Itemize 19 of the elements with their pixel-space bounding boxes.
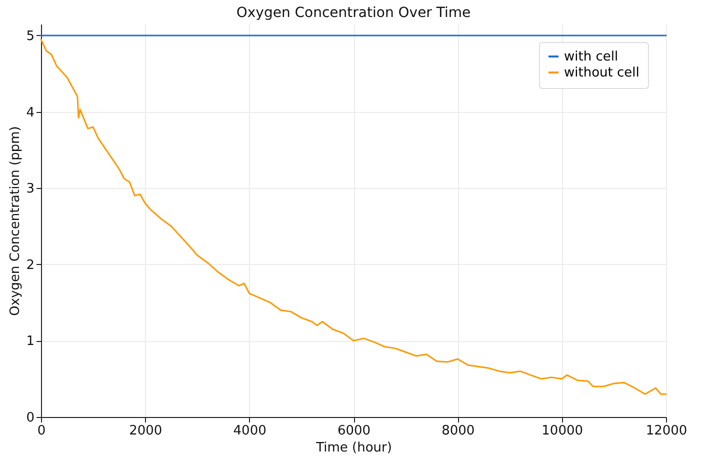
- y-tick-label: 1: [26, 334, 34, 350]
- x-tick-label: 0: [37, 424, 46, 438]
- x-tick-label: 12000: [646, 424, 688, 438]
- x-tick-label: 10000: [542, 424, 584, 438]
- x-tick-label: 4000: [233, 424, 266, 438]
- legend-label: without cell: [564, 66, 640, 80]
- y-tick-label: 3: [26, 182, 34, 197]
- y-axis-title: Oxygen Concentration (ppm): [8, 126, 24, 316]
- x-tick-label: 2000: [129, 424, 162, 438]
- y-tick-label: 0: [26, 410, 34, 426]
- y-tick-label: 5: [26, 28, 34, 44]
- x-axis-title: Time (hour): [315, 440, 392, 456]
- y-tick-label: 2: [26, 258, 34, 273]
- x-tick-label: 6000: [337, 424, 371, 438]
- chart-title: Oxygen Concentration Over Time: [236, 5, 471, 21]
- line-series: [40, 38, 667, 395]
- legend-label: with cell: [564, 50, 618, 64]
- y-tick-label: 4: [26, 105, 34, 120]
- x-tick-label: 8000: [442, 424, 475, 438]
